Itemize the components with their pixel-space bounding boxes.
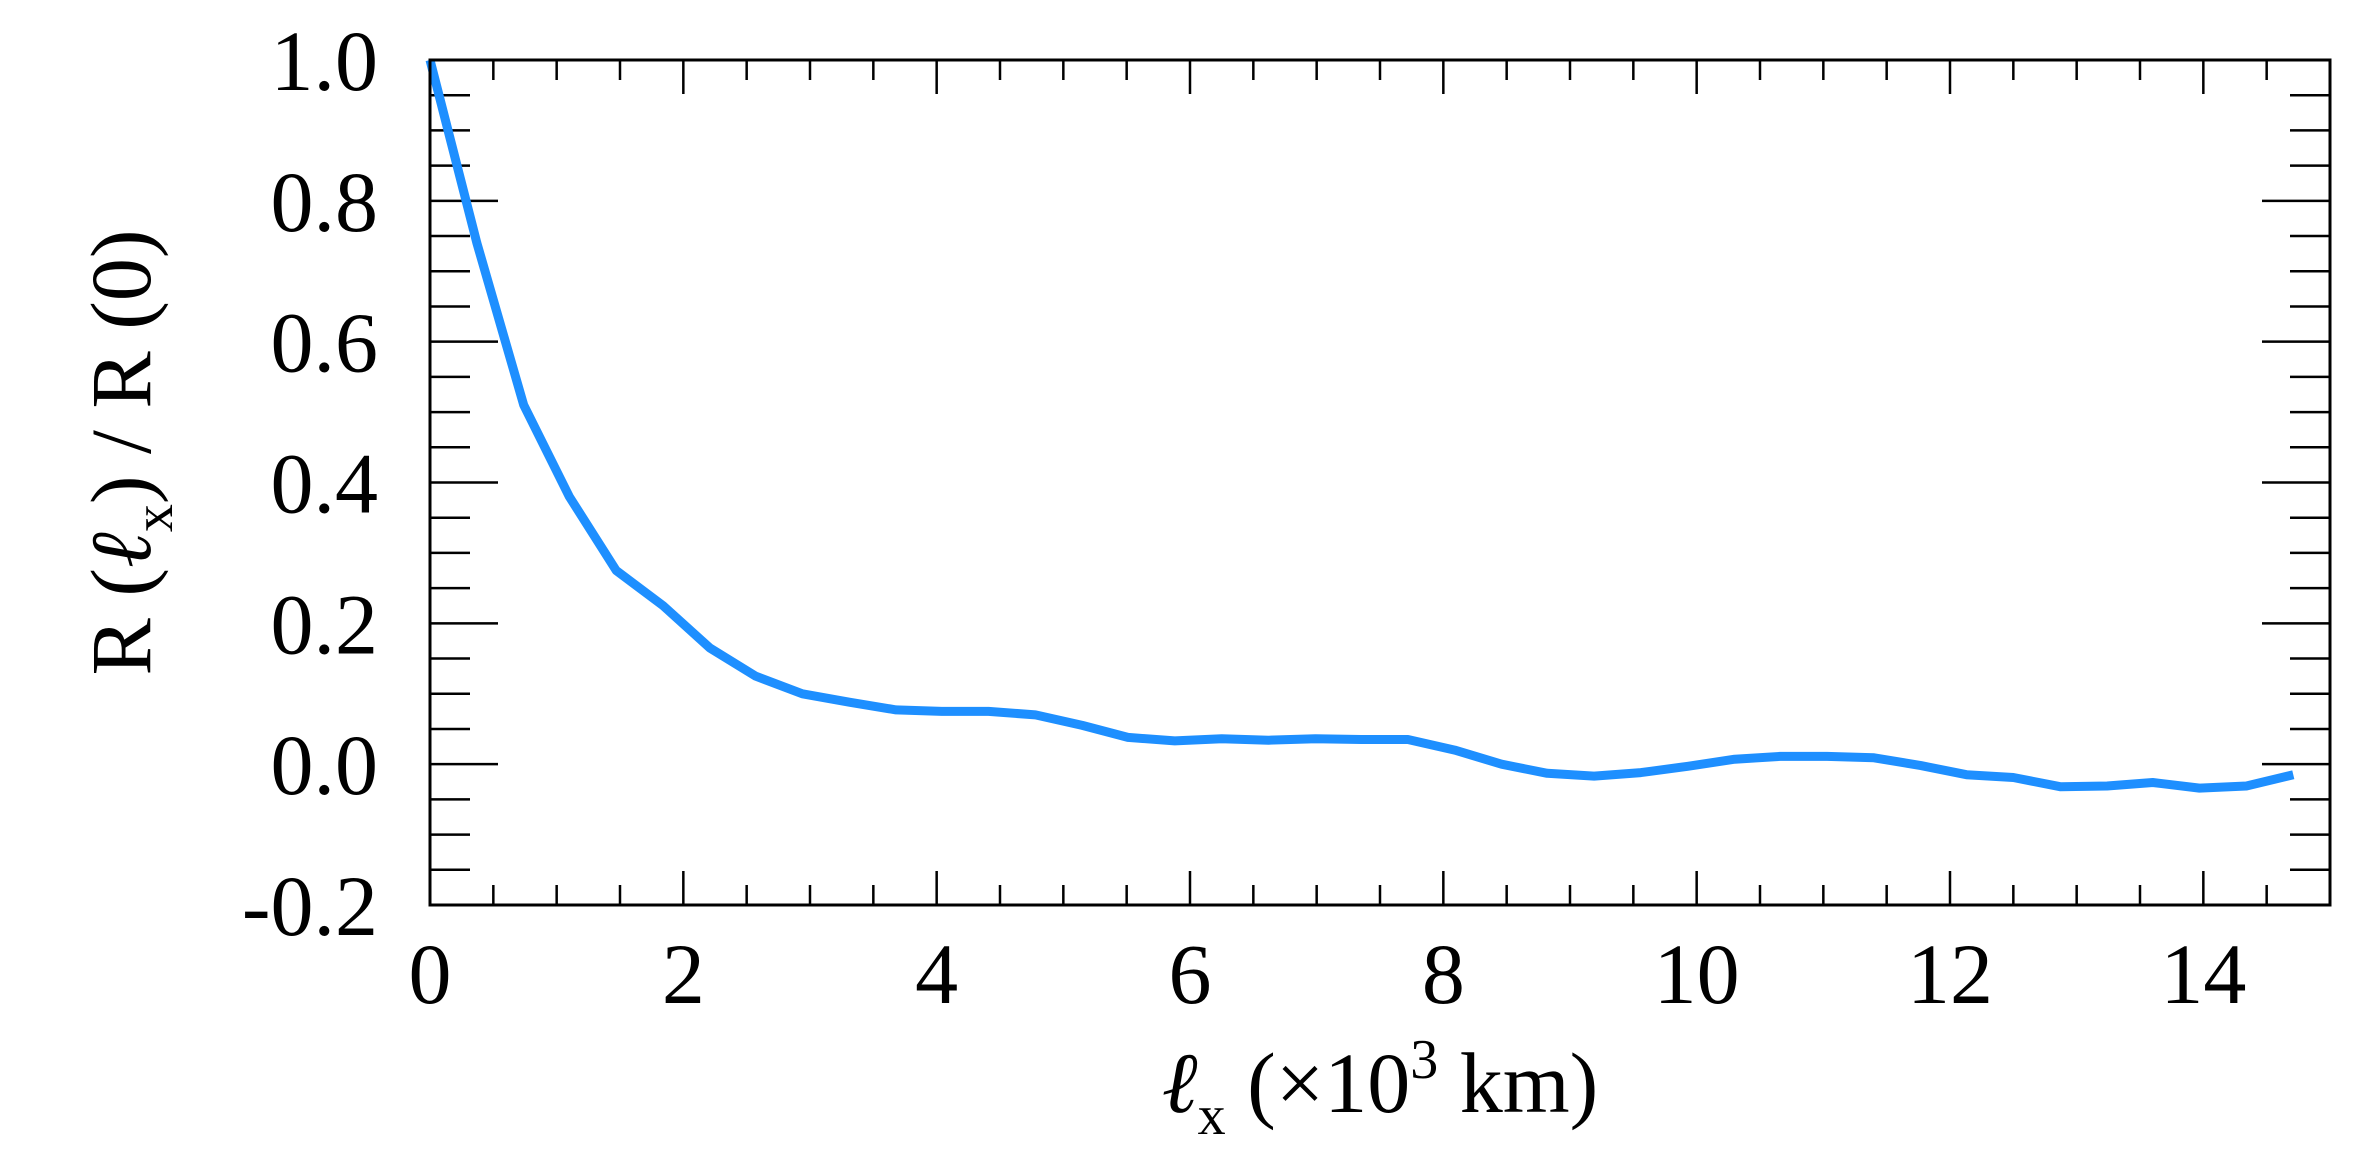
x-label-subscript: x [1198,1085,1226,1147]
x-label-suffix: km) [1438,1035,1598,1131]
y-axis-label: R (ℓx) / R (0) [73,230,185,676]
y-tick-label: -0.2 [242,858,378,954]
y-tick-label: 0.2 [271,576,379,672]
x-tick-label: 12 [1907,926,1993,1022]
y-label-part2: ) / R (0) [73,230,169,505]
x-tick-label: 6 [1169,926,1212,1022]
tick-marks [428,58,2332,907]
x-tick-label: 0 [409,926,452,1022]
y-tick-label: 0.4 [271,436,379,532]
y-tick-label: 1.0 [271,13,379,109]
x-tick-label: 2 [662,926,705,1022]
y-tick-label: 0.8 [271,154,379,250]
x-tick-label: 10 [1654,926,1740,1022]
x-axis-label: ℓx (×103 km) [1162,1029,1599,1147]
x-tick-label: 8 [1422,926,1465,1022]
y-label-subscript: x [123,504,185,532]
x-label-symbol: ℓ [1162,1035,1198,1131]
x-tick-label: 14 [2160,926,2246,1022]
y-label-part1: R ( [73,568,169,676]
x-tick-label: 4 [915,926,958,1022]
plot-frame [428,58,2332,907]
tick-labels: 0 2 4 6 8 10 12 14 -0.2 0.0 0.2 0.4 0.6 0.8 1.0 [242,13,2246,1022]
x-label-prefix: (×10 [1226,1035,1411,1131]
x-label-superscript: 3 [1410,1029,1438,1091]
y-tick-label: 0.6 [271,295,379,391]
series-line [425,58,2295,793]
y-tick-label: 0.0 [271,717,379,813]
y-label-symbol: ℓ [73,532,169,568]
